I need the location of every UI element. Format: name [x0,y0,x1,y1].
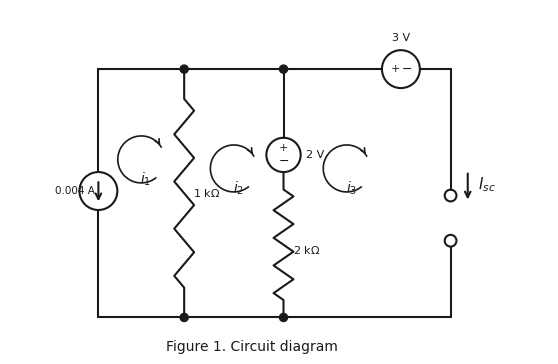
Text: 0.004 A: 0.004 A [55,186,95,196]
Text: −: − [278,155,289,168]
Text: $i_2$: $i_2$ [233,180,244,198]
Circle shape [180,313,188,321]
Text: 3 V: 3 V [392,33,410,43]
Text: Figure 1. Circuit diagram: Figure 1. Circuit diagram [166,340,338,354]
Text: $i_3$: $i_3$ [345,180,357,198]
Circle shape [280,65,287,73]
Text: 2 k$\Omega$: 2 k$\Omega$ [292,244,320,256]
Text: 1 k$\Omega$: 1 k$\Omega$ [193,187,220,199]
Text: +: + [279,143,288,153]
Circle shape [180,65,188,73]
Text: 2 V: 2 V [306,150,324,160]
Text: $i_1$: $i_1$ [140,171,151,189]
Text: −: − [402,63,412,76]
Text: +: + [391,64,400,74]
Circle shape [280,313,287,321]
Text: $I_{sc}$: $I_{sc}$ [478,175,496,194]
